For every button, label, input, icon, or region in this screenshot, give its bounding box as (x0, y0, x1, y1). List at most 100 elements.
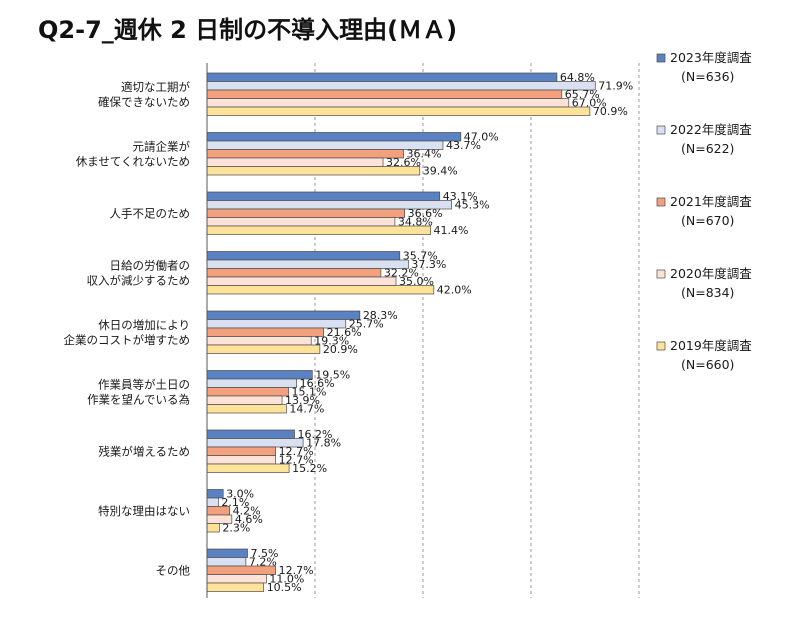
value-label: 4.2% (233, 505, 261, 518)
category-label: 収入が減少するため (87, 273, 191, 287)
value-label: 15.1% (292, 386, 327, 399)
bar (206, 344, 321, 354)
gridlines (314, 63, 640, 598)
category-label: 作業員等が土日の (98, 377, 190, 391)
bar (206, 310, 361, 320)
value-label: 21.6% (327, 326, 362, 339)
bar (206, 157, 384, 167)
value-label: 7.2% (249, 556, 277, 569)
legend-sample-size: (N=834) (681, 285, 734, 300)
value-label: 25.7% (349, 318, 384, 331)
value-label: 12.7% (279, 445, 314, 458)
legend-swatch (656, 197, 666, 207)
value-label: 12.7% (279, 454, 314, 467)
category-label: 休ませてくれないため (76, 154, 190, 168)
value-label: 65.7% (565, 88, 600, 101)
value-label: 41.4% (434, 224, 469, 237)
legend-swatch (656, 341, 666, 351)
category-label: 特別な理由はない (98, 504, 190, 518)
legend-label: 2022年度調査 (670, 122, 752, 137)
legend-sample-size: (N=636) (681, 69, 734, 84)
bar (206, 149, 404, 159)
bar (206, 523, 220, 533)
category-label: 残業が増えるため (98, 444, 190, 458)
value-label: 19.5% (315, 369, 350, 382)
value-label: 35.7% (403, 250, 438, 263)
category-label: その他 (156, 563, 191, 577)
category-labels: 適切な工期が確保できないため元請企業が休ませてくれないため人手不足のため日給の労… (64, 80, 191, 578)
value-label: 67.0% (572, 97, 607, 110)
bar (206, 191, 441, 201)
value-label: 16.2% (297, 428, 332, 441)
value-label: 10.5% (267, 581, 302, 594)
category-label: 休日の増加により (98, 318, 190, 332)
category-label: 人手不足のため (110, 206, 191, 220)
value-label: 28.3% (363, 309, 398, 322)
bar (206, 395, 283, 405)
value-label: 15.2% (292, 462, 327, 475)
bar (206, 106, 591, 116)
value-label: 39.4% (423, 165, 458, 178)
bar (206, 387, 289, 397)
bar (206, 132, 462, 142)
value-label: 2.3% (222, 522, 250, 535)
bar (206, 259, 409, 269)
legend-label: 2023年度調査 (670, 50, 752, 65)
value-label: 43.1% (443, 190, 478, 203)
value-label: 34.8% (398, 216, 433, 229)
value-label: 14.7% (289, 403, 324, 416)
bar (206, 429, 295, 439)
legend-sample-size: (N=622) (681, 141, 734, 156)
legend-label: 2021年度調査 (670, 194, 752, 209)
bar (206, 251, 401, 261)
value-label: 19.3% (314, 335, 349, 348)
value-label: 32.2% (384, 267, 419, 280)
value-label: 32.6% (386, 156, 421, 169)
bar (206, 455, 276, 465)
value-label: 71.9% (598, 80, 633, 93)
legend-sample-size: (N=660) (681, 357, 734, 372)
legend-swatch (656, 269, 666, 279)
category-label: 日給の労働者の (110, 258, 191, 272)
value-label: 7.5% (251, 547, 279, 560)
value-label: 17.8% (306, 437, 341, 450)
legend: 2023年度調査 (N=636) 2022年度調査 (N=622) 2021年度調査 (N… (656, 50, 752, 372)
bar (206, 463, 290, 473)
value-label: 11.0% (269, 573, 304, 586)
bar (206, 404, 287, 414)
bar (206, 208, 405, 218)
bar (206, 370, 313, 380)
chart-title: Q2-7_週休 2 日制の不導入理由(ＭＡ) (38, 16, 457, 44)
value-label: 42.0% (437, 284, 472, 297)
value-label: 4.6% (235, 513, 263, 526)
bar (206, 557, 247, 567)
bar (206, 336, 312, 346)
value-label: 16.6% (300, 377, 335, 390)
value-label: 47.0% (464, 131, 499, 144)
bar (206, 268, 382, 278)
bar (206, 497, 219, 507)
bar (206, 582, 265, 592)
value-label: 36.6% (408, 207, 443, 220)
value-labels: 64.8%71.9%65.7%67.0%70.9% 47.0%43.7% 36.4%… (221, 71, 633, 594)
value-label: 3.0% (226, 488, 254, 501)
bars (206, 72, 596, 592)
value-label: 35.0% (399, 275, 434, 288)
bar (206, 548, 248, 558)
legend-swatch (656, 125, 666, 135)
category-label: 作業を望んでいる為 (87, 392, 190, 406)
legend-label: 2019年度調査 (670, 338, 752, 353)
bar (206, 217, 396, 227)
bar (206, 98, 570, 108)
category-label: 確保できないため (98, 95, 190, 109)
legend-label: 2020年度調査 (670, 266, 752, 281)
bar (206, 89, 563, 99)
value-label: 2.1% (221, 496, 249, 509)
legend-swatch (656, 53, 666, 63)
category-label: 適切な工期が (121, 80, 190, 94)
value-label: 12.7% (279, 564, 314, 577)
value-label: 20.9% (323, 343, 358, 356)
legend-sample-size: (N=670) (681, 213, 734, 228)
bar (206, 378, 297, 388)
